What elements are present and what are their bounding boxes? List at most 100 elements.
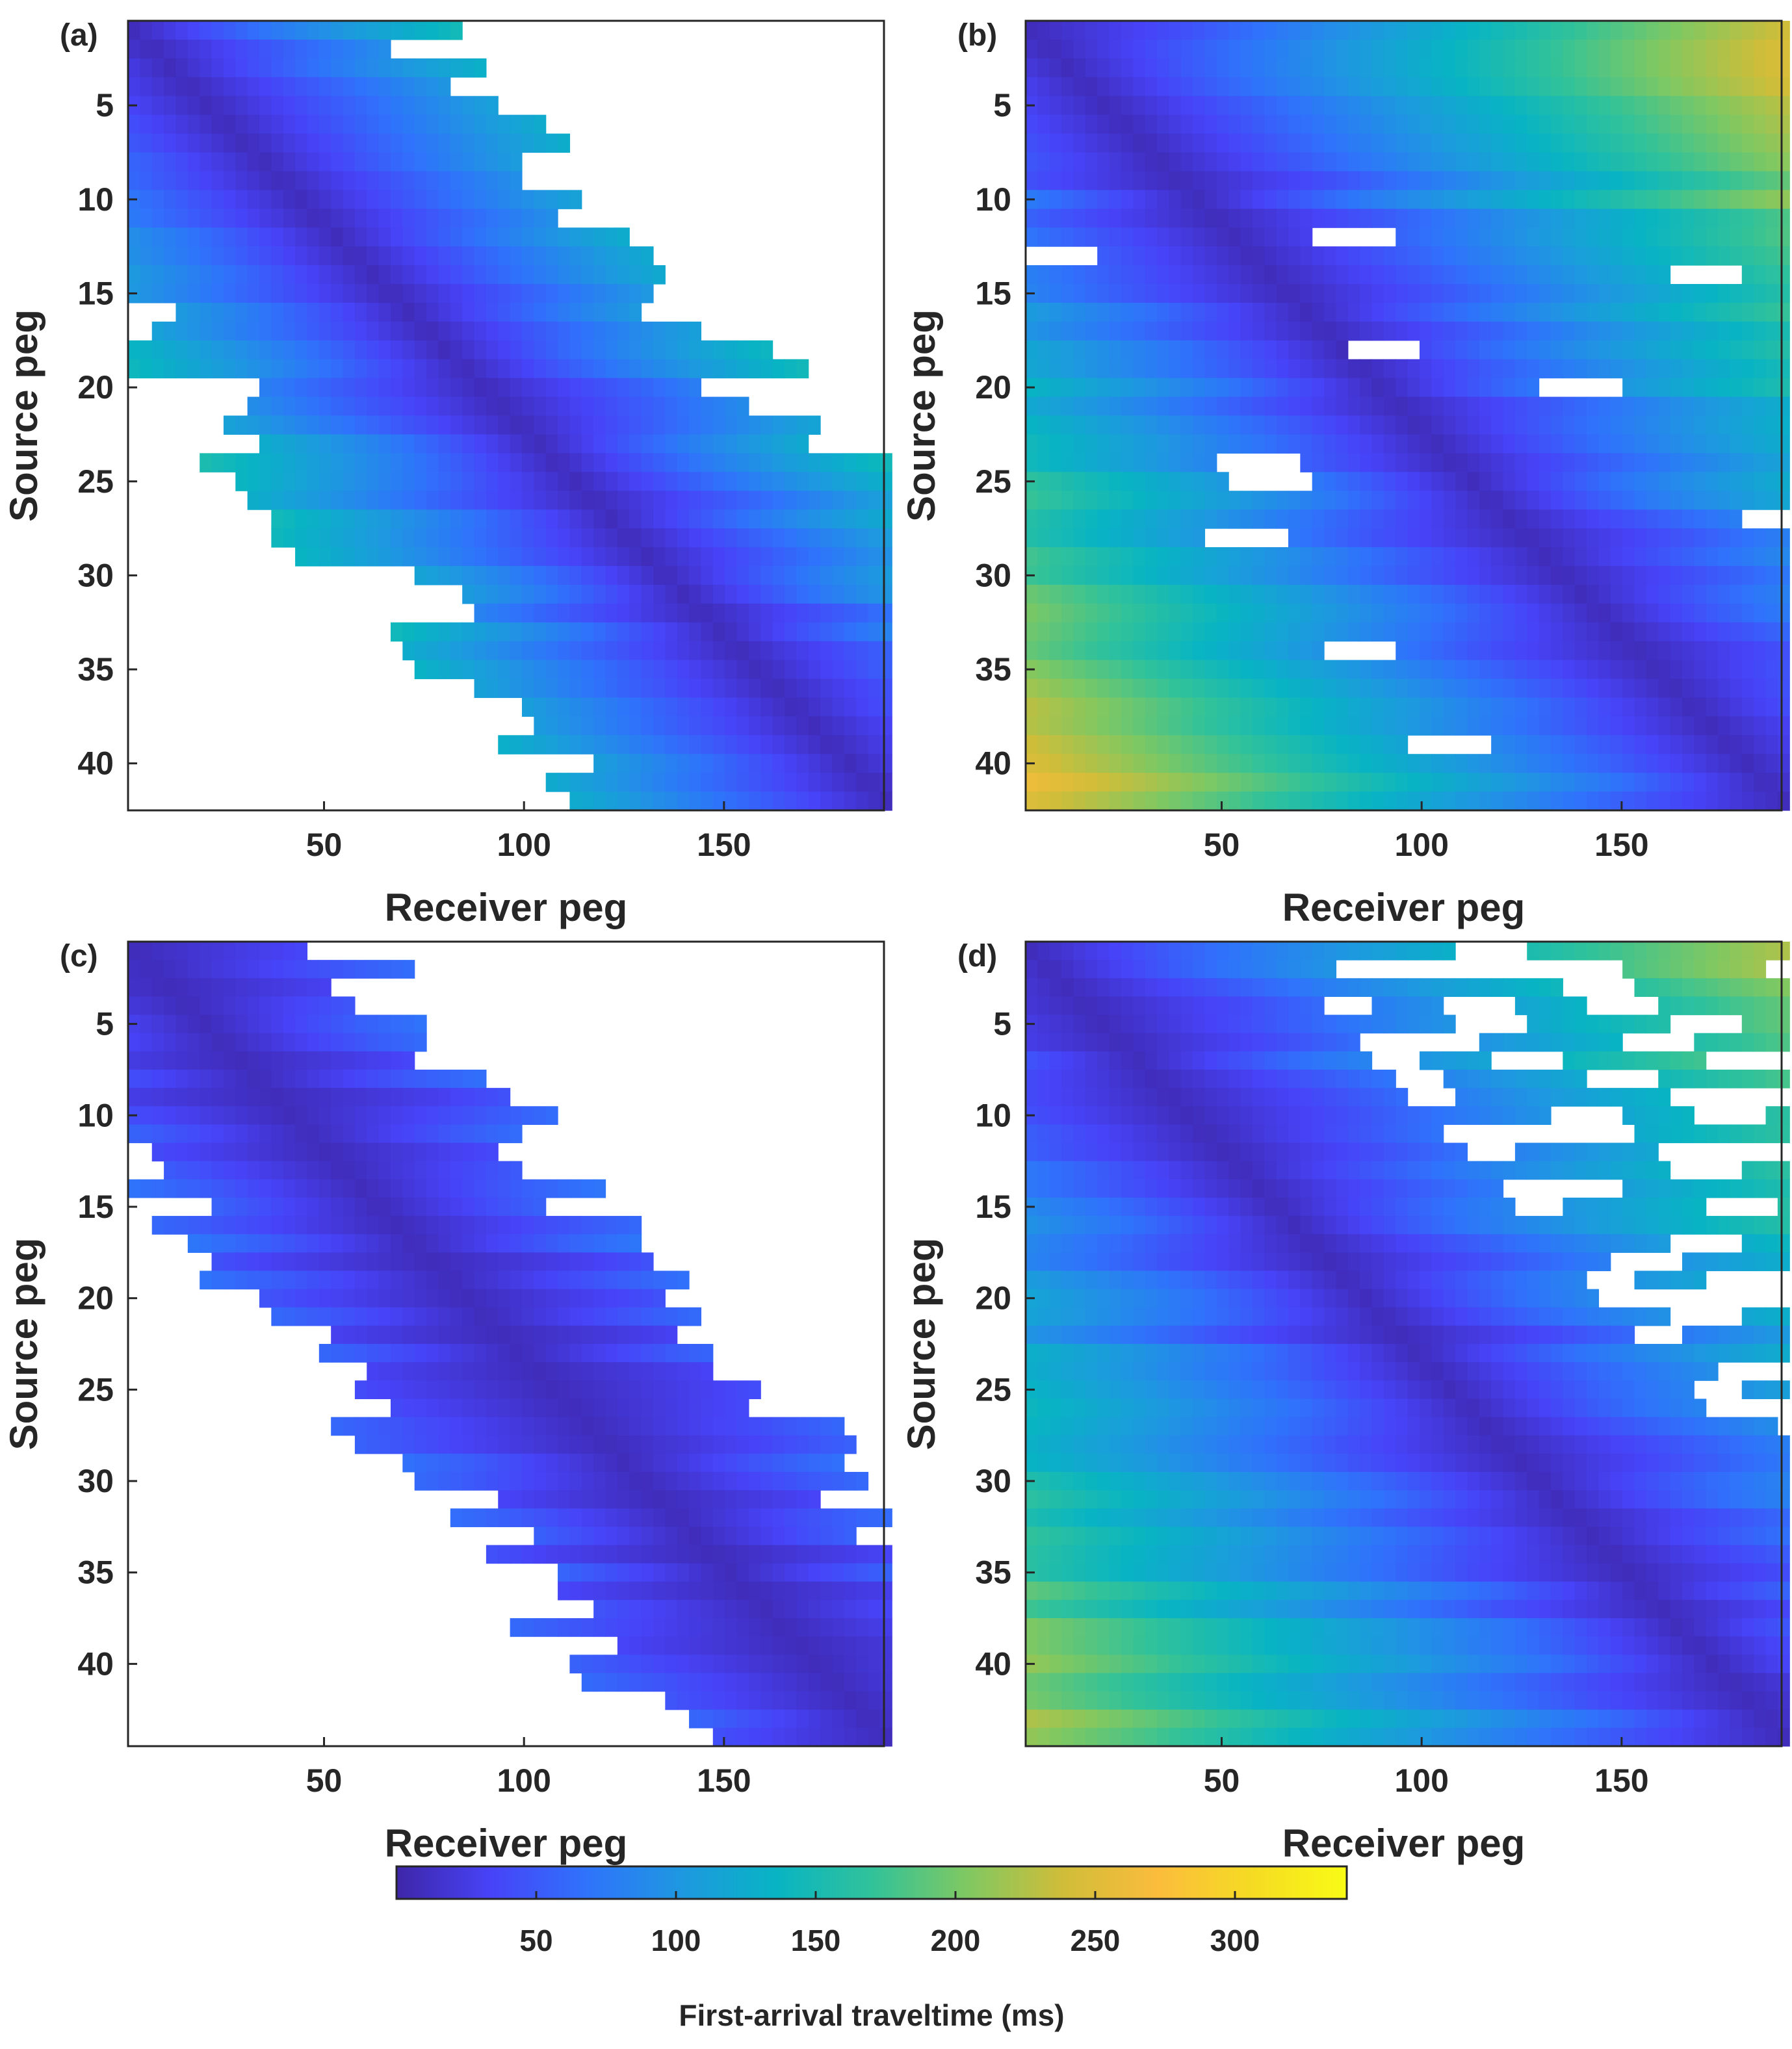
- heatmap-cell: [1121, 378, 1134, 398]
- heatmap-cell: [641, 716, 654, 736]
- heatmap-cell: [1407, 491, 1420, 510]
- heatmap-cell: [701, 528, 714, 548]
- heatmap-cell: [1658, 697, 1671, 717]
- heatmap-cell: [1765, 152, 1778, 172]
- heatmap-cell: [1216, 792, 1229, 811]
- heatmap-cell: [307, 960, 320, 979]
- heatmap-cell: [1049, 603, 1062, 623]
- heatmap-cell: [307, 284, 320, 303]
- heatmap-cell: [438, 359, 451, 379]
- heatmap-cell: [534, 340, 547, 360]
- heatmap-cell: [1455, 133, 1468, 153]
- heatmap-cell: [665, 509, 678, 529]
- heatmap-cell: [283, 227, 296, 247]
- heatmap-cell: [223, 1179, 236, 1198]
- heatmap-cell: [1765, 190, 1778, 209]
- heatmap-cell: [1741, 735, 1754, 754]
- heatmap-cell: [760, 735, 773, 754]
- heatmap-cell: [1026, 792, 1038, 811]
- heatmap-cell: [1097, 547, 1110, 567]
- heatmap-cell: [283, 39, 296, 59]
- heatmap-cell: [1073, 509, 1086, 529]
- heatmap-cell: [1288, 77, 1301, 97]
- heatmap-cell: [879, 472, 892, 491]
- heatmap-cell: [235, 152, 248, 172]
- heatmap-cell: [318, 1033, 331, 1052]
- heatmap-cell: [1133, 378, 1146, 398]
- heatmap-cell: [796, 678, 809, 699]
- heatmap-cell: [474, 190, 487, 209]
- heatmap-cell: [510, 453, 523, 472]
- heatmap-cell: [1109, 96, 1122, 116]
- heatmap-cell: [1503, 660, 1516, 680]
- heatmap-cell: [462, 359, 475, 379]
- heatmap-cell: [474, 678, 487, 699]
- heatmap-cell: [283, 302, 296, 322]
- heatmap-cell: [450, 190, 463, 209]
- heatmap-cell: [1228, 359, 1241, 379]
- heatmap-cell: [259, 1197, 272, 1217]
- heatmap-cell: [1156, 96, 1169, 116]
- heatmap-cell: [1670, 227, 1683, 247]
- heatmap-cell: [1145, 678, 1158, 699]
- heatmap-cell: [259, 265, 272, 285]
- y-tick-label: 10: [975, 181, 1011, 218]
- heatmap-cell: [318, 547, 331, 567]
- heatmap-cell: [521, 190, 534, 209]
- heatmap-cell: [211, 1142, 224, 1162]
- heatmap-cell: [1276, 209, 1289, 228]
- heatmap-cell: [1503, 58, 1516, 78]
- heatmap-cell: [832, 509, 845, 529]
- heatmap-cell: [1360, 246, 1373, 266]
- heatmap-cell: [1037, 603, 1050, 623]
- heatmap-cell: [510, 1124, 523, 1144]
- heatmap-cell: [1646, 792, 1659, 811]
- heatmap-cell: [1550, 265, 1563, 285]
- heatmap-cell: [474, 96, 487, 116]
- heatmap-cell: [1324, 77, 1337, 97]
- heatmap-cell: [1336, 171, 1349, 190]
- heatmap-cell: [498, 491, 511, 510]
- heatmap-cell: [1634, 284, 1647, 303]
- heatmap-cell: [438, 1069, 451, 1089]
- heatmap-cell: [1479, 96, 1492, 116]
- heatmap-cell: [736, 340, 749, 360]
- heatmap-cell: [378, 359, 391, 379]
- heatmap-cell: [1574, 21, 1587, 40]
- heatmap-cell: [1300, 171, 1313, 190]
- heatmap-cell: [1049, 190, 1062, 209]
- heatmap-cell: [605, 622, 618, 642]
- heatmap-cell: [1563, 340, 1576, 360]
- heatmap-cell: [414, 622, 427, 642]
- heatmap-cell: [1527, 58, 1540, 78]
- heatmap-cell: [283, 171, 296, 190]
- heatmap-cell: [390, 1216, 403, 1235]
- heatmap-cell: [665, 716, 678, 736]
- heatmap-cell: [617, 1216, 630, 1235]
- heatmap-cell: [1383, 284, 1396, 303]
- heatmap-cell: [1777, 773, 1790, 792]
- heatmap-cell: [474, 1106, 487, 1125]
- heatmap-cell: [235, 114, 248, 135]
- heatmap-cell: [558, 565, 571, 586]
- heatmap-cell: [558, 528, 571, 548]
- heatmap-cell: [1718, 321, 1731, 341]
- heatmap-cell: [725, 565, 738, 586]
- heatmap-cell: [1431, 678, 1444, 699]
- heatmap-cell: [1180, 340, 1193, 360]
- heatmap-cell: [1419, 114, 1432, 135]
- heatmap-cell: [1431, 209, 1444, 228]
- heatmap-cell: [701, 415, 714, 435]
- heatmap-cell: [1741, 565, 1754, 586]
- heatmap-cell: [1336, 584, 1349, 604]
- heatmap-cell: [1694, 509, 1707, 529]
- heatmap-cell: [1312, 453, 1325, 472]
- heatmap-cell: [879, 622, 892, 642]
- heatmap-cell: [343, 1106, 356, 1125]
- heatmap-cell: [1204, 359, 1217, 379]
- heatmap-cell: [1706, 415, 1719, 435]
- heatmap-cell: [187, 265, 200, 285]
- heatmap-cell: [1097, 565, 1110, 586]
- heatmap-cell: [426, 114, 439, 135]
